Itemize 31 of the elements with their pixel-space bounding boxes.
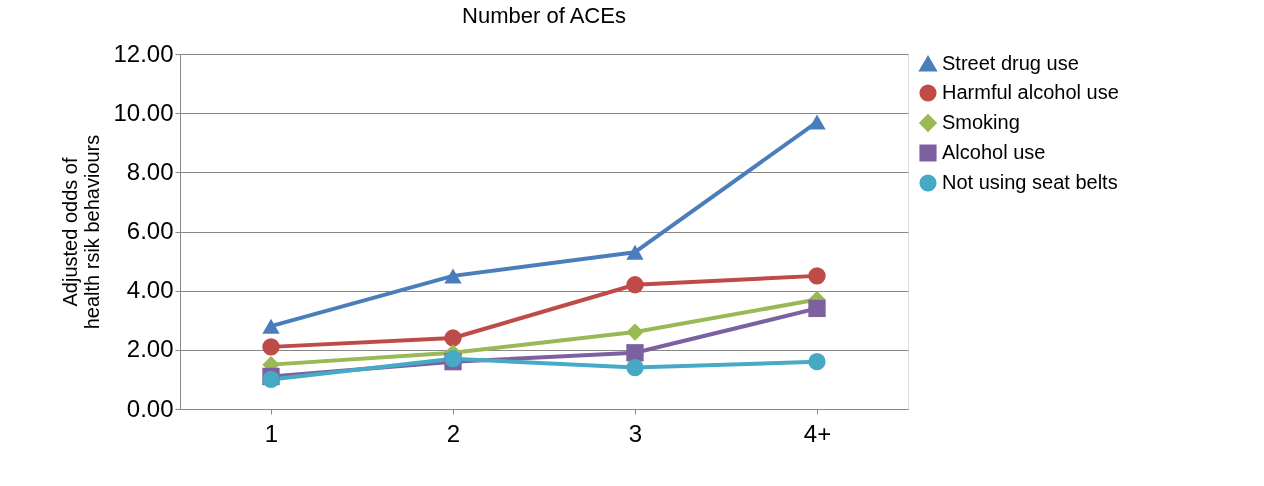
chart-title: Number of ACEs <box>462 3 626 28</box>
x-tick-label: 1 <box>264 419 279 447</box>
point <box>262 338 280 356</box>
legend-label: Smoking <box>942 111 1020 133</box>
legend-label: Street drug use <box>942 52 1079 74</box>
y-tick-label: 12.00 <box>113 39 174 67</box>
point <box>626 276 644 294</box>
point <box>444 329 462 347</box>
y-tick-label: 6.00 <box>126 217 174 244</box>
y-tick-label: 10.00 <box>113 98 174 126</box>
y-tick-label: 0.00 <box>126 394 174 422</box>
y-tick-label: 2.00 <box>126 335 174 363</box>
point <box>626 344 644 362</box>
point <box>626 244 644 260</box>
point <box>808 267 826 285</box>
point <box>808 299 826 318</box>
legend-label: Alcohol use <box>942 141 1046 163</box>
x-tick-label: 4+ <box>803 419 832 447</box>
y-tick-label: 8.00 <box>126 157 174 185</box>
y-axis-title: Adjusted odds of health rsik behaviours <box>59 134 104 330</box>
point <box>262 318 280 334</box>
point <box>808 114 826 130</box>
x-tick-label: 3 <box>628 419 643 447</box>
point <box>444 268 462 284</box>
x-tick-label: 2 <box>446 419 461 447</box>
y-tick-label: 4.00 <box>126 276 174 304</box>
point <box>626 358 644 377</box>
legend-label: Harmful alcohol use <box>942 81 1119 103</box>
point <box>808 353 826 371</box>
legend-label: Not using seat belts <box>942 171 1118 193</box>
point <box>626 323 644 341</box>
